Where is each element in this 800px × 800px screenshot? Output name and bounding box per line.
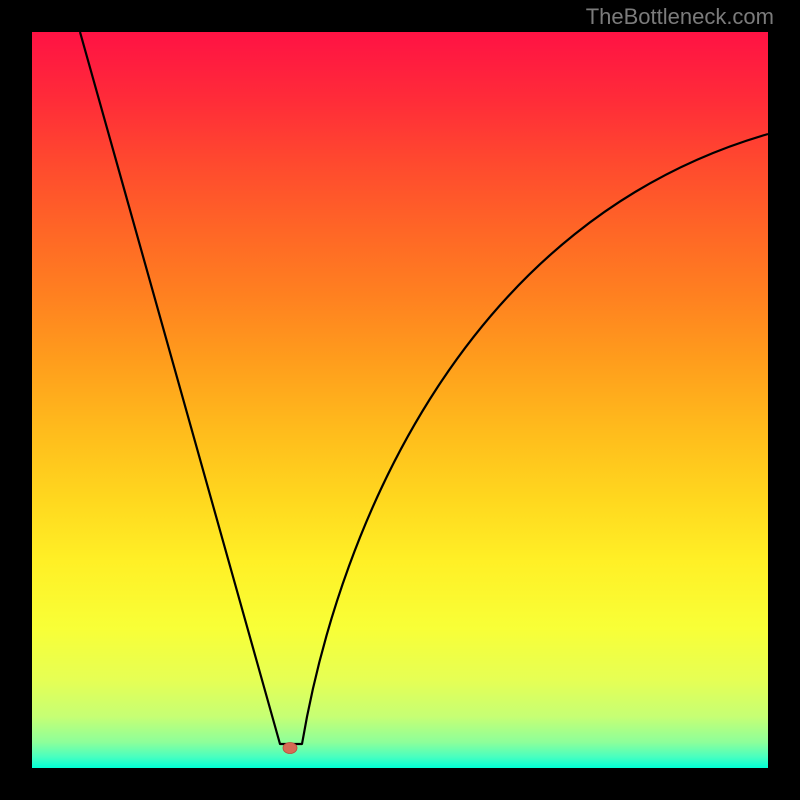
chart-frame bbox=[32, 32, 768, 768]
watermark-label: TheBottleneck.com bbox=[586, 4, 774, 30]
